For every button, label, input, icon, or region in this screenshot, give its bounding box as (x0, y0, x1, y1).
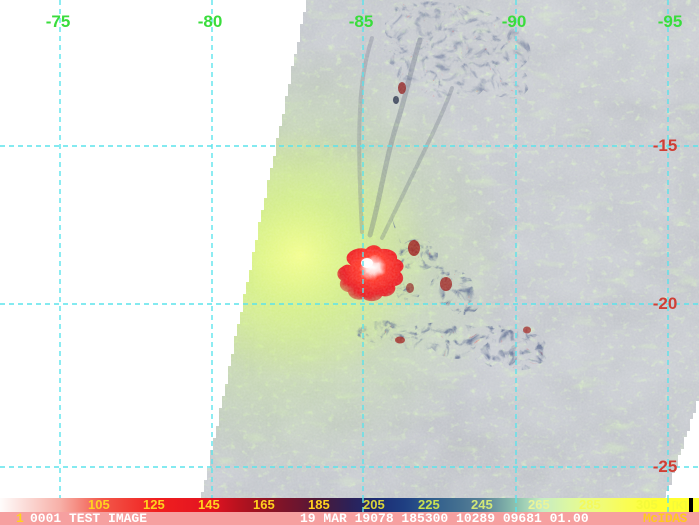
svg-text:-20: -20 (653, 294, 678, 313)
svg-text:McIDAS: McIDAS (643, 511, 688, 525)
svg-text:-80: -80 (198, 12, 223, 31)
svg-text:145: 145 (198, 497, 220, 512)
svg-text:245: 245 (471, 497, 493, 512)
svg-text:165: 165 (253, 497, 275, 512)
svg-text:285: 285 (579, 497, 601, 512)
svg-text:0001 TEST IMAGE: 0001 TEST IMAGE (30, 511, 147, 525)
svg-text:125: 125 (143, 497, 165, 512)
svg-text:185: 185 (308, 497, 330, 512)
svg-text:-15: -15 (653, 136, 678, 155)
svg-text:19 MAR 19078 185300 10289: 19 MAR 19078 185300 10289 09681 01.00 (300, 511, 589, 525)
svg-text:-75: -75 (46, 12, 71, 31)
svg-text:-90: -90 (502, 12, 527, 31)
svg-text:-25: -25 (653, 457, 678, 476)
svg-text:105: 105 (88, 497, 110, 512)
svg-text:205: 205 (363, 497, 385, 512)
svg-text:-85: -85 (349, 12, 374, 31)
svg-text:265: 265 (528, 497, 550, 512)
svg-text:-95: -95 (658, 12, 683, 31)
svg-text:225: 225 (418, 497, 440, 512)
svg-text:305: 305 (636, 497, 658, 512)
svg-text:1: 1 (16, 511, 24, 525)
